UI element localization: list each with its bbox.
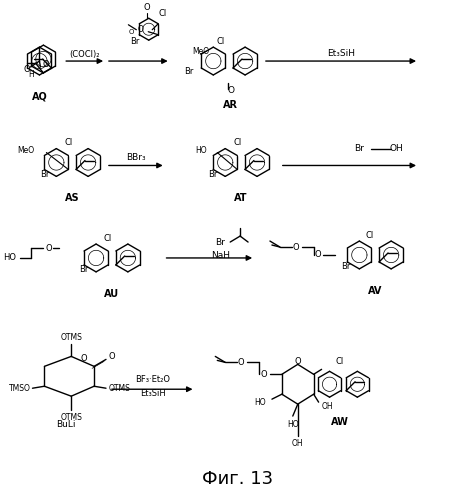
Text: Фиг. 13: Фиг. 13 [201, 470, 273, 488]
Text: MeO: MeO [18, 146, 35, 155]
Text: Et₃SiH: Et₃SiH [140, 388, 165, 398]
Text: AT: AT [234, 194, 248, 203]
Text: Br: Br [209, 170, 218, 179]
Text: O: O [144, 3, 150, 12]
Text: AV: AV [368, 286, 383, 296]
Text: O: O [314, 250, 321, 260]
Text: Cl: Cl [365, 230, 374, 239]
Text: HO: HO [3, 254, 16, 262]
Text: Br: Br [215, 238, 225, 246]
Text: NaH: NaH [211, 252, 230, 260]
Text: OH: OH [322, 402, 333, 410]
Text: O: O [228, 86, 235, 96]
Text: Br: Br [40, 170, 49, 179]
Text: Br: Br [80, 266, 89, 274]
Text: OTMS: OTMS [60, 333, 82, 342]
Text: Cl: Cl [233, 138, 241, 147]
Text: O: O [261, 370, 267, 379]
Text: H: H [28, 70, 35, 80]
Text: (COCl)₂: (COCl)₂ [69, 50, 100, 58]
Text: O: O [238, 358, 245, 367]
Text: AS: AS [65, 194, 80, 203]
Text: O: O [294, 357, 301, 366]
Text: HO: HO [254, 398, 266, 406]
Text: AU: AU [104, 289, 119, 299]
Text: TMSO: TMSO [9, 384, 30, 392]
Text: BF₃·Et₂O: BF₃·Et₂O [135, 375, 170, 384]
Text: O: O [128, 28, 134, 34]
Text: O: O [109, 352, 115, 361]
Text: O: O [292, 242, 299, 252]
Text: OTMS: OTMS [109, 384, 131, 392]
Text: HO: HO [196, 146, 207, 155]
Text: Br: Br [184, 66, 193, 76]
Text: Cl: Cl [158, 9, 167, 18]
Text: AR: AR [223, 100, 237, 110]
Text: O: O [137, 25, 143, 34]
Text: MeO: MeO [192, 46, 210, 56]
Text: Br: Br [341, 262, 350, 272]
Text: Cl: Cl [336, 357, 344, 366]
Text: OTMS: OTMS [60, 412, 82, 422]
Text: AW: AW [330, 417, 348, 427]
Text: O: O [42, 60, 49, 68]
Text: HO: HO [287, 420, 299, 428]
Text: Cl: Cl [216, 36, 224, 46]
Text: AQ: AQ [32, 92, 47, 102]
Text: O: O [23, 64, 30, 74]
Text: Br: Br [130, 36, 139, 46]
Text: Br: Br [355, 144, 365, 153]
Text: O: O [81, 354, 88, 363]
Text: BBr₃: BBr₃ [126, 153, 146, 162]
Text: O: O [45, 244, 52, 252]
Text: OH: OH [389, 144, 403, 153]
Text: Et₃SiH: Et₃SiH [328, 48, 356, 58]
Text: OH: OH [292, 440, 303, 448]
Text: BuLi: BuLi [56, 420, 76, 428]
Text: Cl: Cl [104, 234, 112, 242]
Text: Cl: Cl [64, 138, 73, 147]
